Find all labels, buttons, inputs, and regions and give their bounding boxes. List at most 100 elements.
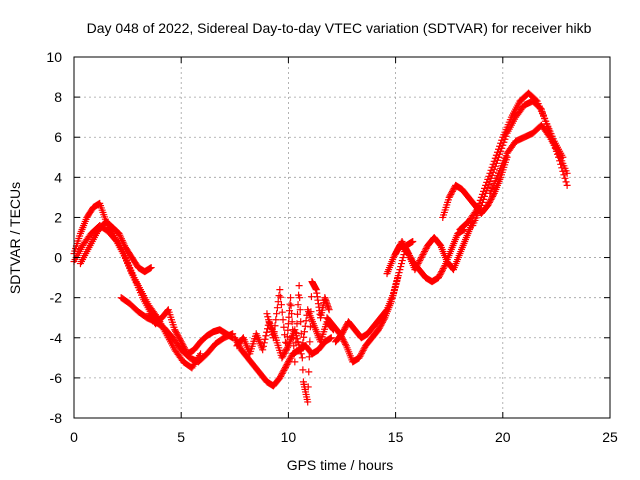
data-point (490, 165, 498, 173)
data-point (172, 327, 180, 335)
data-point (496, 150, 504, 158)
data-point (304, 398, 312, 406)
data-point (279, 316, 287, 324)
data-point (540, 111, 548, 119)
data-point (153, 312, 161, 320)
data-point (536, 104, 544, 112)
data-point (560, 171, 568, 179)
data-point (500, 138, 508, 146)
data-point (273, 304, 281, 312)
data-point (176, 335, 184, 343)
data-point (341, 339, 349, 347)
x-tick-label: 0 (70, 429, 78, 445)
data-point (276, 374, 284, 382)
data-point (404, 248, 412, 256)
data-point (278, 354, 286, 362)
data-point (261, 335, 269, 343)
data-point (339, 328, 347, 336)
data-point (285, 356, 293, 364)
data-point (543, 120, 551, 128)
data-point (277, 372, 285, 380)
data-point (231, 334, 239, 342)
data-point (277, 293, 285, 301)
data-point (356, 352, 364, 360)
data-point (393, 275, 401, 283)
data-point (288, 318, 296, 326)
data-point (280, 366, 288, 374)
data-point (340, 337, 348, 345)
data-point (286, 300, 294, 308)
data-point (400, 241, 408, 249)
y-tick-label: 0 (54, 250, 62, 266)
data-point (541, 114, 549, 122)
data-point (288, 310, 296, 318)
data-point (280, 349, 288, 357)
data-point (561, 174, 569, 182)
data-point (272, 316, 280, 324)
data-point (306, 338, 314, 346)
data-point (495, 153, 503, 161)
data-point (278, 369, 286, 377)
data-point (289, 326, 297, 334)
data-point (267, 325, 275, 333)
data-point (358, 348, 366, 356)
data-point (392, 248, 400, 256)
data-point (501, 135, 509, 143)
data-point (390, 287, 398, 295)
data-point (435, 272, 443, 280)
data-point (358, 349, 366, 357)
data-point (394, 245, 402, 253)
tick-labels: 0 5 10 15 20 25 -8 -6 -4 -2 0 2 4 6 8 10 (46, 49, 618, 445)
data-point (302, 317, 310, 325)
data-point (305, 368, 313, 376)
data-point (484, 201, 492, 209)
data-point (259, 346, 267, 354)
data-point (281, 338, 289, 346)
data-point (279, 368, 287, 376)
data-point (393, 278, 401, 286)
y-tick-label: -6 (50, 370, 63, 386)
data-point (376, 323, 384, 331)
data-point (422, 245, 430, 253)
data-point (262, 332, 270, 340)
data-point (448, 189, 456, 197)
data-point (419, 251, 427, 259)
data-point (355, 354, 363, 362)
data-point (279, 352, 287, 360)
data-point (434, 274, 442, 282)
data-point (394, 272, 402, 280)
data-point (285, 313, 293, 321)
data-point (417, 254, 425, 262)
data-point (172, 329, 180, 337)
data-point (420, 249, 428, 257)
data-point (398, 257, 406, 265)
data-point (295, 282, 303, 290)
data-point (297, 330, 305, 338)
data-point (177, 338, 185, 346)
data-point (283, 339, 291, 347)
data-point (264, 313, 272, 321)
data-point (305, 353, 313, 361)
data-point (275, 292, 283, 300)
data-point (357, 351, 365, 359)
data-point (413, 263, 421, 271)
data-point (447, 190, 455, 198)
data-point (416, 257, 424, 265)
data-point (260, 339, 268, 347)
data-point (493, 156, 501, 164)
data-point (418, 252, 426, 260)
data-point (398, 238, 406, 246)
data-point (374, 326, 382, 334)
data-point (278, 308, 286, 316)
data-point (280, 351, 288, 359)
data-point (175, 333, 183, 341)
data-point (286, 354, 294, 362)
data-point (440, 263, 448, 271)
series-track-16 (486, 121, 571, 197)
data-point (478, 198, 486, 206)
data-point (397, 263, 405, 271)
data-point (290, 350, 298, 358)
data-point (389, 254, 397, 262)
data-point (382, 307, 390, 315)
y-tick-label: -2 (50, 290, 63, 306)
